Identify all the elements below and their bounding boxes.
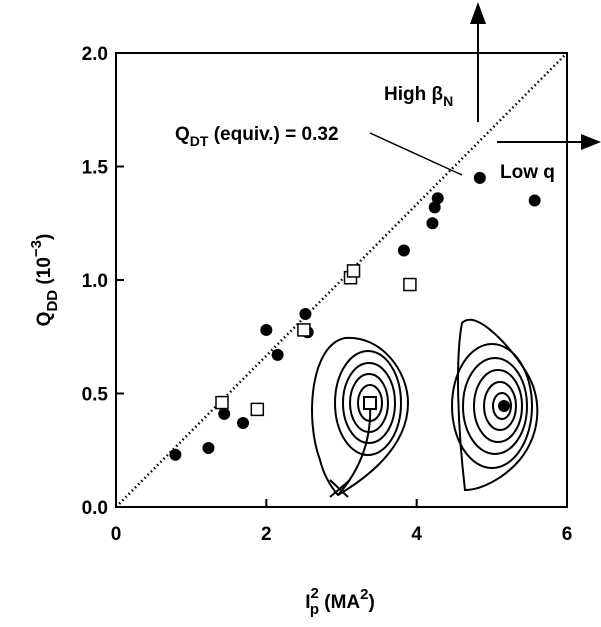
point [431,192,444,205]
point [403,277,417,292]
arrowhead [470,2,486,24]
reference-line [115,52,568,508]
reference-label: QDT (equiv.) = 0.32 [175,124,339,149]
point [237,417,250,430]
point [426,217,439,230]
y-tick-label: 0.5 [82,385,109,406]
point [473,171,486,184]
flux-surfaces-left [311,336,410,498]
point [428,201,441,214]
y-tick-label: 1.0 [82,271,108,292]
x-axis-label: I2 p (MA2) [305,585,375,618]
point [218,407,231,420]
low-q-label: Low q [500,162,555,183]
x-tick-label: 6 [562,524,573,545]
x-tick-label: 2 [261,524,272,545]
y-tick-label: 1.5 [82,158,109,179]
point [299,308,312,321]
point [271,348,284,361]
arrowhead [581,134,601,150]
point [260,323,273,336]
point [528,194,541,207]
point [169,448,182,461]
y-tick-label: 0.0 [82,498,108,519]
leader-line [369,132,463,176]
x-tick-label: 0 [111,524,122,545]
flux-surfaces-right [451,319,539,492]
point [346,264,361,278]
x-tick-label: 4 [411,524,422,545]
point [250,402,265,417]
point [297,323,311,337]
high-beta-label: High βN [384,84,453,109]
y-tick-label: 2.0 [82,44,108,65]
point [215,395,229,410]
point [202,441,215,454]
point [397,244,410,257]
y-axis-label: QDD (10−3) [28,234,61,327]
